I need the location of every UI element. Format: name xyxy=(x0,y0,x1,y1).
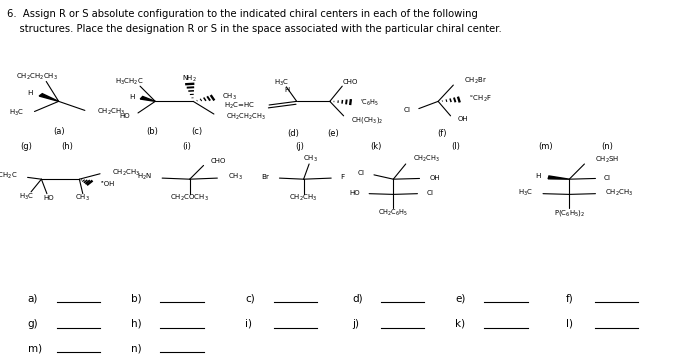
Text: n): n) xyxy=(131,343,141,353)
Text: CH$_3$: CH$_3$ xyxy=(228,172,243,182)
Text: H: H xyxy=(28,90,33,96)
Text: h): h) xyxy=(131,319,141,329)
Text: CH$_2$CH$_3$: CH$_2$CH$_3$ xyxy=(289,193,318,203)
Text: (a): (a) xyxy=(53,127,64,135)
Text: OH: OH xyxy=(457,117,468,122)
Text: OH: OH xyxy=(429,175,440,181)
Text: i): i) xyxy=(245,319,252,329)
Text: H$_3$C: H$_3$C xyxy=(9,108,24,118)
Text: CH$_2$Br: CH$_2$Br xyxy=(464,76,488,86)
Text: H$_3$C: H$_3$C xyxy=(19,191,34,202)
Text: CH$_2$CH$_2$CH$_3$: CH$_2$CH$_2$CH$_3$ xyxy=(226,112,266,122)
Text: H$_3$C: H$_3$C xyxy=(274,77,289,88)
Text: H$_3$CH$_2$C: H$_3$CH$_2$C xyxy=(115,77,144,87)
Text: f): f) xyxy=(566,294,573,304)
Text: H$_3$CH$_2$C: H$_3$CH$_2$C xyxy=(0,171,17,181)
Text: (h): (h) xyxy=(61,142,74,151)
Text: Cl: Cl xyxy=(604,175,611,181)
Text: d): d) xyxy=(352,294,362,304)
Text: CH$_3$: CH$_3$ xyxy=(303,154,318,164)
Text: (d): (d) xyxy=(287,130,299,138)
Text: c): c) xyxy=(245,294,255,304)
Text: F: F xyxy=(340,174,344,180)
Text: j): j) xyxy=(352,319,359,329)
Text: Br: Br xyxy=(261,174,269,180)
Text: H$_2$N: H$_2$N xyxy=(137,172,152,182)
Text: Cl: Cl xyxy=(357,171,364,176)
Text: CH$_2$COCH$_3$: CH$_2$COCH$_3$ xyxy=(170,193,209,203)
Text: HO: HO xyxy=(43,195,54,201)
Text: e): e) xyxy=(455,294,466,304)
Text: HO: HO xyxy=(119,113,130,119)
Polygon shape xyxy=(548,176,569,179)
Text: (f): (f) xyxy=(437,130,446,138)
Text: CH(CH$_3$)$_2$: CH(CH$_3$)$_2$ xyxy=(351,115,383,125)
Text: (k): (k) xyxy=(371,142,382,151)
Text: 6.  Assign R or S absolute configuration to the indicated chiral centers in each: 6. Assign R or S absolute configuration … xyxy=(7,9,477,19)
Text: (l): (l) xyxy=(451,142,460,151)
Polygon shape xyxy=(39,94,59,101)
Text: CHO: CHO xyxy=(343,79,358,85)
Text: m): m) xyxy=(28,343,41,353)
Text: CH$_2$C$_6$H$_5$: CH$_2$C$_6$H$_5$ xyxy=(378,208,408,218)
Text: b): b) xyxy=(131,294,141,304)
Text: k): k) xyxy=(455,319,466,329)
Text: (e): (e) xyxy=(327,130,339,138)
Text: (j): (j) xyxy=(296,142,304,151)
Text: (b): (b) xyxy=(146,127,158,135)
Text: (g): (g) xyxy=(20,142,32,151)
Text: P(C$_6$H$_5$)$_2$: P(C$_6$H$_5$)$_2$ xyxy=(553,208,585,218)
Text: (i): (i) xyxy=(182,142,190,151)
Text: ''CH$_2$F: ''CH$_2$F xyxy=(469,93,491,104)
Text: H: H xyxy=(535,173,540,179)
Text: CH$_2$CH$_3$: CH$_2$CH$_3$ xyxy=(112,168,141,178)
Text: CH$_2$CH$_3$: CH$_2$CH$_3$ xyxy=(605,188,633,198)
Text: Cl: Cl xyxy=(426,190,433,196)
Text: a): a) xyxy=(28,294,38,304)
Text: (c): (c) xyxy=(191,127,202,135)
Text: CH$_2$CH$_3$: CH$_2$CH$_3$ xyxy=(97,107,126,117)
Text: CH$_2$CH$_3$: CH$_2$CH$_3$ xyxy=(413,154,440,164)
Text: (n): (n) xyxy=(601,142,613,151)
Text: HO: HO xyxy=(350,190,360,196)
Text: CH$_2$SH: CH$_2$SH xyxy=(595,155,620,165)
Text: CH$_3$: CH$_3$ xyxy=(75,193,90,203)
Polygon shape xyxy=(140,96,155,101)
Text: CH$_2$CH$_2$CH$_3$: CH$_2$CH$_2$CH$_3$ xyxy=(16,72,57,82)
Text: ''OH: ''OH xyxy=(100,181,115,187)
Text: H$_3$C: H$_3$C xyxy=(518,188,533,198)
Text: CHO: CHO xyxy=(210,158,226,164)
Text: NH$_2$: NH$_2$ xyxy=(182,74,197,84)
Text: (m): (m) xyxy=(538,142,553,151)
Text: H$_2$C=HC: H$_2$C=HC xyxy=(224,101,255,111)
Text: H: H xyxy=(284,88,290,93)
Text: H: H xyxy=(129,94,135,100)
Text: l): l) xyxy=(566,319,573,329)
Text: structures. Place the designation R or S in the space associated with the partic: structures. Place the designation R or S… xyxy=(7,24,502,34)
Text: 'C$_6$H$_5$: 'C$_6$H$_5$ xyxy=(360,97,380,108)
Text: g): g) xyxy=(28,319,38,329)
Text: Cl: Cl xyxy=(404,108,411,113)
Text: CH$_3$: CH$_3$ xyxy=(222,92,237,102)
